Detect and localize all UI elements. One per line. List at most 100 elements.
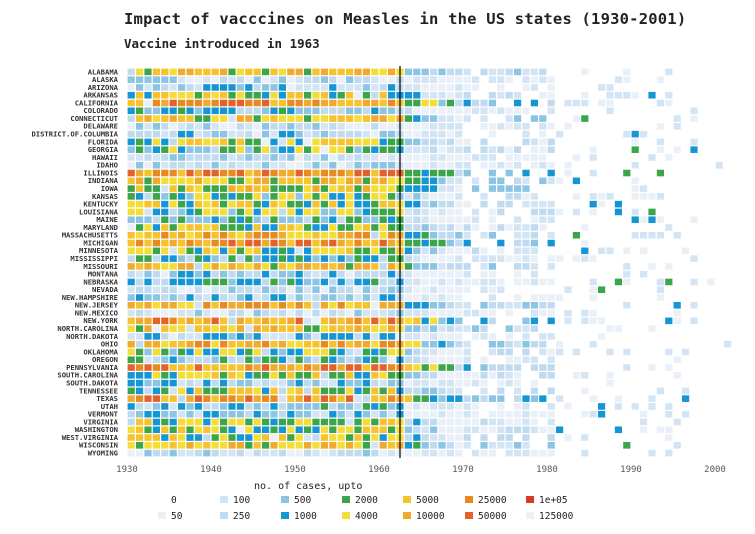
- heatmap-cell: [337, 333, 345, 340]
- heatmap-cell: [388, 317, 396, 325]
- heatmap-cell: [203, 224, 211, 231]
- heatmap-cell: [522, 107, 530, 115]
- heatmap-cell: [186, 76, 194, 83]
- heatmap-cell: [304, 247, 312, 255]
- heatmap-cell: [421, 395, 429, 402]
- state-label: KANSAS: [92, 192, 118, 201]
- heatmap-cell: [304, 231, 312, 239]
- heatmap-cell: [253, 185, 261, 192]
- heatmap-cell: [472, 224, 480, 231]
- heatmap-cell: [514, 340, 522, 348]
- heatmap-cell: [480, 115, 488, 122]
- heatmap-cell: [530, 387, 538, 395]
- heatmap-cell: [413, 123, 421, 130]
- heatmap-cell: [413, 410, 421, 418]
- heatmap-cell: [623, 348, 631, 356]
- heatmap-cell: [480, 387, 488, 395]
- heatmap-cell: [446, 200, 454, 208]
- heatmap-cell: [220, 410, 228, 418]
- heatmap-cell: [413, 379, 421, 387]
- heatmap-cell: [539, 68, 547, 76]
- heatmap-cell: [589, 317, 597, 325]
- heatmap-cell: [514, 107, 522, 115]
- heatmap-cell: [228, 418, 236, 426]
- heatmap-cell: [421, 434, 429, 441]
- heatmap-cell: [388, 286, 396, 294]
- heatmap-cell: [295, 364, 303, 371]
- heatmap-cell: [388, 68, 396, 76]
- state-label: MINNESOTA: [79, 246, 119, 255]
- heatmap-cell: [136, 426, 144, 434]
- heatmap-cell: [346, 231, 354, 239]
- heatmap-cell: [413, 286, 421, 294]
- heatmap-cell: [455, 340, 463, 348]
- heatmap-cell: [472, 449, 480, 457]
- heatmap-cell: [144, 426, 152, 434]
- heatmap-cell: [262, 410, 270, 418]
- heatmap-cell: [220, 68, 228, 76]
- heatmap-cell: [178, 123, 186, 130]
- heatmap-cell: [304, 317, 312, 325]
- heatmap-cell: [186, 325, 194, 332]
- heatmap-cell: [127, 185, 135, 192]
- heatmap-cell: [371, 138, 379, 146]
- heatmap-cell: [430, 442, 438, 449]
- heatmap-cell: [295, 224, 303, 231]
- heatmap-cell: [497, 434, 505, 441]
- heatmap-cell: [354, 340, 362, 348]
- heatmap-cell: [253, 130, 261, 138]
- heatmap-cell: [346, 193, 354, 200]
- heatmap-cell: [673, 309, 681, 317]
- heatmap-cell: [253, 255, 261, 262]
- heatmap-cell: [194, 123, 202, 130]
- heatmap-cell: [430, 193, 438, 200]
- heatmap-cell: [152, 255, 160, 262]
- heatmap-cell: [144, 123, 152, 130]
- heatmap-cell: [262, 263, 270, 270]
- heatmap-cell: [287, 442, 295, 449]
- heatmap-cell: [438, 216, 446, 223]
- heatmap-cell: [287, 364, 295, 371]
- heatmap-cell: [144, 294, 152, 301]
- heatmap-cell: [589, 395, 597, 402]
- heatmap-cell: [430, 387, 438, 395]
- heatmap-cell: [295, 340, 303, 348]
- heatmap-cell: [539, 278, 547, 286]
- heatmap-cell: [598, 403, 606, 410]
- heatmap-cell: [581, 247, 589, 255]
- heatmap-cell: [522, 317, 530, 325]
- heatmap-cell: [488, 123, 496, 130]
- heatmap-cell: [606, 348, 614, 356]
- heatmap-cell: [480, 356, 488, 364]
- heatmap-cell: [312, 161, 320, 169]
- heatmap-cell: [388, 161, 396, 169]
- heatmap-cell: [463, 395, 471, 402]
- heatmap-cell: [337, 278, 345, 286]
- heatmap-cell: [598, 99, 606, 107]
- heatmap-cell: [194, 193, 202, 200]
- heatmap-cell: [547, 426, 555, 434]
- heatmap-cell: [505, 449, 513, 457]
- heatmap-cell: [253, 123, 261, 130]
- heatmap-cell: [514, 146, 522, 153]
- heatmap-cell: [354, 216, 362, 223]
- heatmap-cell: [329, 418, 337, 426]
- heatmap-cell: [245, 224, 253, 231]
- heatmap-cell: [455, 216, 463, 223]
- heatmap-cell: [337, 231, 345, 239]
- heatmap-cell: [413, 449, 421, 457]
- heatmap-cell: [262, 154, 270, 161]
- heatmap-cell: [388, 403, 396, 410]
- heatmap-cell: [690, 138, 698, 146]
- heatmap-cell: [220, 231, 228, 239]
- heatmap-cell: [463, 340, 471, 348]
- heatmap-cell: [530, 231, 538, 239]
- heatmap-cell: [530, 68, 538, 76]
- heatmap-cell: [287, 379, 295, 387]
- heatmap-cell: [514, 247, 522, 255]
- heatmap-cell: [421, 239, 429, 247]
- heatmap-cell: [329, 177, 337, 185]
- heatmap-cell: [287, 68, 295, 76]
- heatmap-cell: [270, 333, 278, 340]
- heatmap-cell: [312, 239, 320, 247]
